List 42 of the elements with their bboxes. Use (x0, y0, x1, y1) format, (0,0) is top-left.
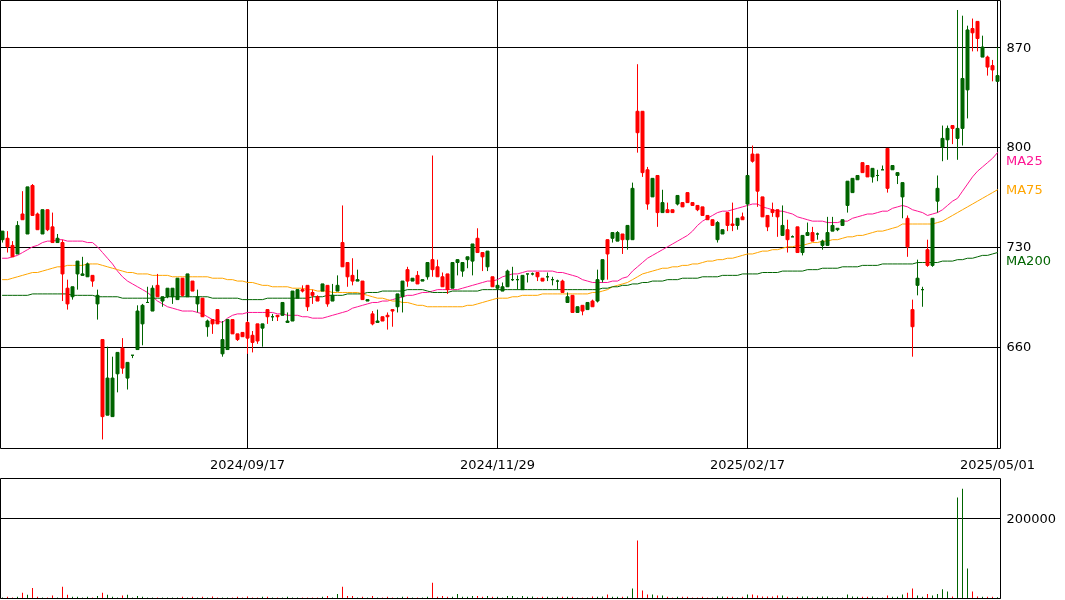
candlestick (650, 177, 655, 198)
candlestick (260, 323, 265, 348)
candlestick (120, 337, 125, 375)
x-tick-label: 2024/09/17 (210, 456, 285, 472)
candlestick (360, 280, 365, 301)
candlestick (200, 297, 205, 318)
candlestick (605, 239, 610, 281)
candlestick (780, 204, 785, 236)
y-tick-label: 800 (1006, 139, 1032, 155)
series-label: MA25 (1006, 152, 1043, 168)
candlestick (185, 273, 190, 298)
candlestick (65, 279, 70, 311)
candlestick (660, 189, 665, 214)
candlestick (950, 125, 955, 145)
x-tick-label: 2025/02/17 (710, 456, 785, 472)
y-tick-label: 870 (1006, 39, 1032, 55)
candlestick (995, 46, 1000, 82)
candlestick (125, 361, 130, 390)
candlestick (925, 239, 930, 268)
y-tick-label: 730 (1006, 239, 1032, 255)
candlestick (325, 284, 330, 308)
candlestick (900, 182, 905, 219)
candlestick (980, 35, 985, 58)
candlestick (915, 259, 920, 296)
x-tick-label: 2025/05/01 (960, 456, 1035, 472)
y-tick-label: 200000 (1006, 510, 1057, 526)
candlestick (115, 351, 120, 393)
candlestick (405, 266, 410, 288)
candlestick (620, 233, 625, 255)
series-label: MA75 (1006, 181, 1043, 197)
line-series (2, 152, 998, 323)
candlestick (485, 250, 490, 272)
line-series (2, 189, 998, 308)
candlestick (155, 273, 160, 298)
candlestick (180, 277, 185, 298)
series-label: MA200 (1006, 252, 1051, 268)
candlestick (910, 299, 915, 358)
x-tick-label: 2024/11/29 (460, 456, 535, 472)
candlestick (20, 190, 25, 221)
y-tick-label: 660 (1006, 339, 1032, 355)
candlestick (935, 174, 940, 214)
candlestick (785, 219, 790, 254)
